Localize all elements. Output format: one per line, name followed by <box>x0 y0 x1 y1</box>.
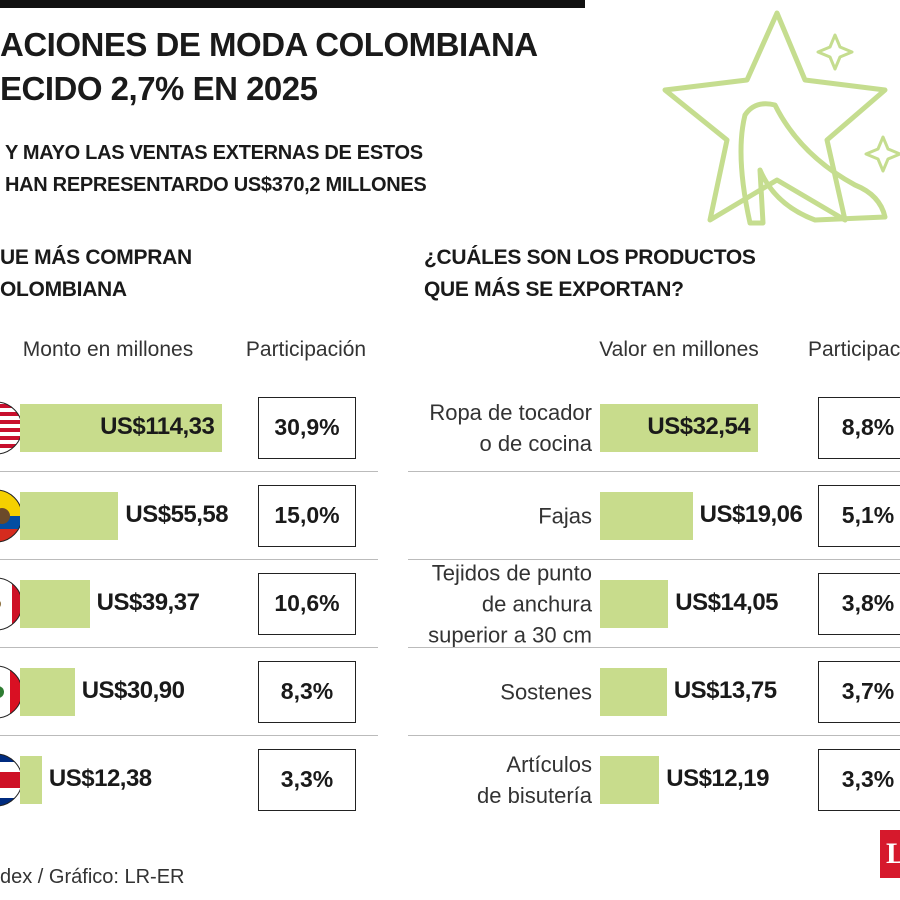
chart-title: UE MÁS COMPRAN <box>0 246 192 269</box>
category-label: Artículos de bisutería <box>477 752 592 808</box>
chart-title: ¿CUÁLES SON LOS PRODUCTOS <box>424 246 756 269</box>
row-separator <box>408 647 900 648</box>
row-separator <box>0 471 378 472</box>
top-rule <box>0 0 585 8</box>
value-label: US$39,37 <box>96 589 200 616</box>
share-label: 15,0% <box>274 502 340 528</box>
share-label: 3,3% <box>280 766 334 792</box>
category-label: Sostenes <box>500 679 592 705</box>
bar <box>20 580 90 628</box>
share-label: 8,8% <box>841 414 895 440</box>
star-shoe-icon <box>662 10 900 226</box>
share-label: 3,3% <box>841 766 895 792</box>
share-box <box>258 661 356 723</box>
column-header: Participación <box>245 338 367 361</box>
share-box <box>258 485 356 547</box>
share-box <box>818 749 900 811</box>
column-header: Monto en millones <box>22 338 194 361</box>
share-box <box>818 573 900 635</box>
bar <box>20 756 42 804</box>
source: dex / Gráfico: LR-ER <box>0 866 185 888</box>
share-box <box>818 661 900 723</box>
share-box <box>258 573 356 635</box>
value-label: US$30,90 <box>81 677 185 704</box>
row-separator <box>0 647 378 648</box>
bar <box>20 492 119 540</box>
share-label: 10,6% <box>274 590 340 616</box>
title-line: ECIDO 2,7% EN 2025 <box>0 70 318 107</box>
share-box <box>818 485 900 547</box>
share-label: 3,8% <box>841 590 895 616</box>
share-label: 5,1% <box>841 502 895 528</box>
bar <box>20 404 223 452</box>
chart-title: OLOMBIANA <box>0 278 127 301</box>
bar <box>600 756 660 804</box>
share-box <box>258 749 356 811</box>
subtitle-line: HAN REPRESENTARDO US$370,2 MILLONES <box>5 174 427 196</box>
title-line: ACIONES DE MODA COLOMBIANA <box>0 26 538 63</box>
row-separator <box>408 471 900 472</box>
bar <box>600 404 759 452</box>
row-separator <box>408 735 900 736</box>
chart-title: QUE MÁS SE EXPORTAN? <box>424 278 684 301</box>
share-label: 3,7% <box>841 678 895 704</box>
value-label: US$12,38 <box>48 765 152 792</box>
value-label: US$19,06 <box>699 501 803 528</box>
bar <box>600 580 669 628</box>
bar <box>600 492 693 540</box>
bar <box>600 668 667 716</box>
value-label: US$32,54 <box>647 413 751 440</box>
row-separator <box>0 559 378 560</box>
flags <box>0 401 23 807</box>
category-label: Ropa de tocador o de cocina <box>429 400 592 456</box>
share-label: 8,3% <box>280 678 334 704</box>
share-box <box>258 397 356 459</box>
category-label: Tejidos de punto de anchura superior a 3… <box>428 560 592 648</box>
row-separator <box>408 559 900 560</box>
value-label: US$55,58 <box>125 501 229 528</box>
share-box <box>818 397 900 459</box>
bar <box>20 668 75 716</box>
logo: L <box>880 830 900 878</box>
row-separator <box>0 735 378 736</box>
subtitle-line: Y MAYO LAS VENTAS EXTERNAS DE ESTOS <box>5 142 423 164</box>
value-label: US$12,19 <box>666 765 769 792</box>
column-header: Participac <box>808 338 900 361</box>
value-label: US$14,05 <box>675 589 779 616</box>
share-label: 30,9% <box>274 414 340 440</box>
value-label: US$114,33 <box>100 413 215 440</box>
category-label: Fajas <box>538 503 592 529</box>
value-label: US$13,75 <box>673 677 777 704</box>
column-header: Valor en millones <box>599 338 759 361</box>
